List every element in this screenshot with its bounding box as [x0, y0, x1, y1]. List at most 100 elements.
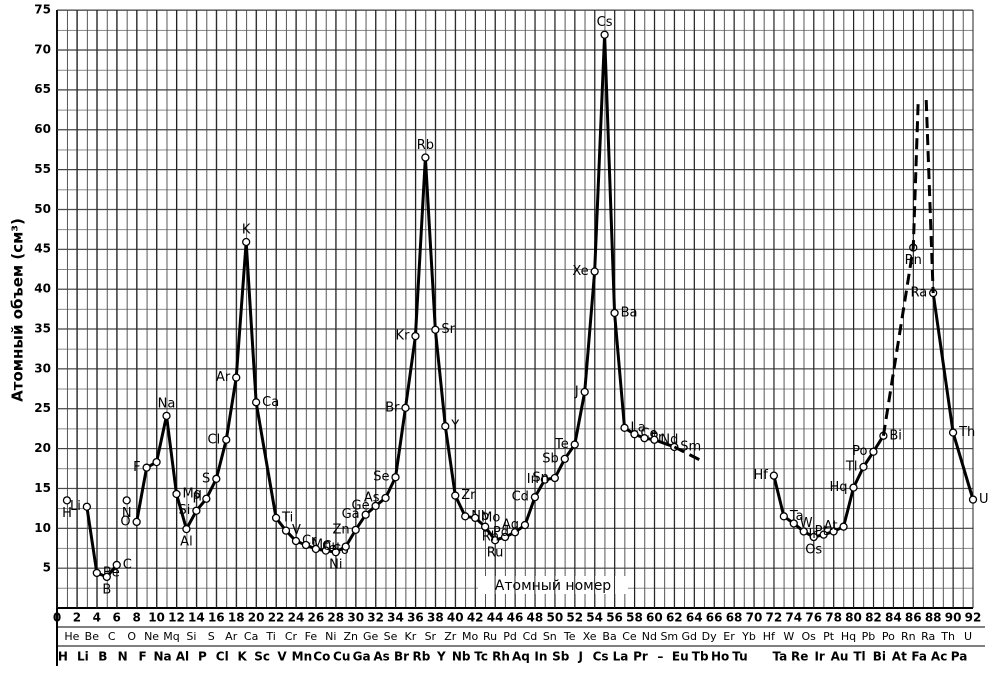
point: [620, 423, 629, 432]
point-label: Se: [373, 470, 389, 485]
x-tick-label: 34: [387, 611, 404, 625]
element-symbol: Yb: [741, 630, 756, 643]
element-symbol: Zr: [444, 630, 457, 643]
element-symbol: Ra: [921, 630, 935, 643]
point: [431, 325, 440, 334]
point-label: Mq: [182, 486, 201, 501]
point-label: Ca: [262, 395, 279, 410]
point-label: Aq: [502, 518, 519, 533]
element-symbol: Ca: [244, 630, 258, 643]
point: [500, 532, 510, 542]
point-label: B: [102, 582, 111, 597]
element-symbol: Ga: [353, 650, 371, 664]
x-tick-label: 58: [626, 611, 643, 625]
element-symbol: Mq: [163, 630, 179, 643]
point: [92, 568, 101, 578]
element-symbol: U: [964, 630, 972, 643]
x-tick-label: 16: [208, 611, 225, 625]
element-symbol: Be: [85, 630, 100, 643]
point: [122, 496, 131, 505]
element-symbol: Sm: [660, 630, 678, 643]
point: [610, 308, 619, 318]
point-label: Sm: [680, 439, 701, 454]
y-tick-label: 15: [34, 481, 51, 495]
element-symbol: Tl: [853, 650, 865, 664]
point-label: Xe: [572, 264, 588, 279]
element-symbol: Nb: [452, 650, 471, 664]
point: [451, 491, 460, 500]
y-tick-label: 70: [34, 42, 51, 56]
element-symbol: Ba: [602, 630, 616, 643]
point-label: At: [824, 519, 838, 534]
point: [102, 572, 111, 582]
element-symbol: Pt: [823, 630, 835, 643]
point-label: Zr: [461, 488, 476, 503]
point-label: O: [120, 514, 130, 529]
point-label: Cl: [208, 432, 221, 447]
point: [650, 435, 659, 444]
x-tick-label: 52: [566, 611, 583, 625]
element-symbol: F: [139, 650, 147, 664]
element-symbol: Rb: [412, 650, 430, 664]
element-symbol: He: [64, 630, 79, 643]
element-symbol: Pr: [633, 650, 648, 664]
y-tick-label: 60: [34, 122, 51, 136]
element-symbol: B: [98, 650, 107, 664]
y-tick-label: 45: [34, 242, 51, 256]
point-label: Ru: [487, 546, 504, 561]
element-symbol: V: [277, 650, 287, 664]
point: [968, 495, 978, 504]
point: [341, 542, 350, 551]
element-symbol: Tc: [474, 650, 488, 664]
point-label: Po: [852, 444, 867, 459]
point: [839, 522, 848, 531]
point: [202, 494, 211, 503]
point: [779, 512, 788, 521]
point-label: Rb: [417, 138, 434, 153]
element-symbol: Br: [394, 650, 409, 664]
x-tick-label: 56: [606, 611, 623, 625]
element-symbol: Os: [802, 630, 817, 643]
element-symbol: Xe: [583, 630, 597, 643]
point-label: P: [193, 491, 201, 506]
x-tick-label: 4: [93, 611, 101, 625]
x-tick-label: 28: [327, 611, 344, 625]
point-label: Th: [958, 425, 975, 440]
point-label: Ar: [216, 370, 231, 385]
element-symbol: Sc: [254, 650, 270, 664]
point: [301, 540, 311, 550]
element-symbol: Sb: [552, 650, 570, 664]
element-symbol: Ta: [772, 650, 787, 664]
point-label: S: [202, 471, 210, 486]
point-label: Sb: [542, 451, 559, 466]
point-label: N: [122, 506, 132, 521]
point-label: Ga: [342, 507, 360, 522]
element-symbol: Rh: [492, 650, 510, 664]
element-symbol: Ge: [363, 630, 379, 643]
point-label: Ba: [621, 305, 638, 320]
point: [590, 267, 599, 276]
point: [132, 517, 141, 527]
point: [809, 532, 818, 542]
element-symbol: W: [783, 630, 794, 643]
element-symbol: Eu: [672, 650, 689, 664]
point: [401, 403, 410, 413]
y-tick-label: 30: [34, 361, 51, 375]
point-label: Y: [450, 419, 459, 434]
point: [530, 493, 540, 502]
point: [560, 454, 569, 464]
point: [281, 526, 291, 535]
point: [421, 153, 430, 162]
element-symbol: Ru: [483, 630, 497, 643]
x-tick-label: 32: [367, 611, 384, 625]
point-label: C: [123, 557, 132, 572]
point: [570, 440, 579, 449]
point: [82, 502, 92, 511]
element-symbol: Rn: [901, 630, 916, 643]
point: [869, 447, 878, 456]
element-symbol: Ar: [225, 630, 238, 643]
point: [550, 473, 559, 483]
element-symbol: Ir: [814, 650, 824, 664]
point: [471, 513, 480, 523]
x-tick-label: 72: [766, 611, 783, 625]
